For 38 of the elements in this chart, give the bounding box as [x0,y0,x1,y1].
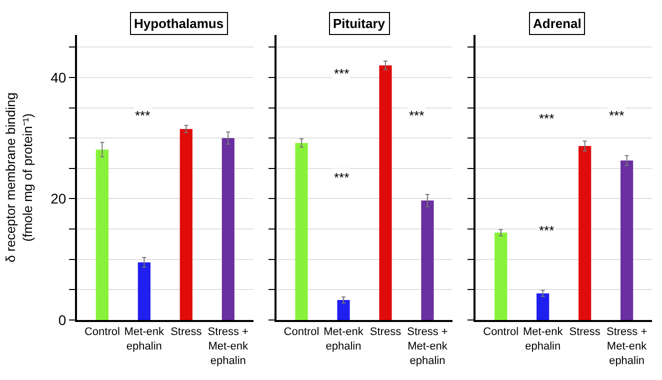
y-axis-title: δ receptor membrane binding (fmole mg of protein⁻¹) [3,92,36,262]
x-tick-label: Stress + Met-enk ephalin [606,326,648,367]
annotation: *** [409,108,424,123]
y-tick-label: 40 [50,69,66,86]
bar [96,150,108,320]
chart-title: Adrenal [533,16,582,31]
annotation: *** [539,223,554,238]
annotation: *** [334,66,350,81]
y-tick-label: 0 [58,312,66,328]
bar [180,128,192,320]
chart-title: Hypothalamus [134,16,224,31]
x-tick-label: Met-enk ephalin [324,326,364,352]
bar [295,142,308,320]
x-tick-label: Stress [370,326,402,338]
bar [494,232,508,320]
bar [222,138,234,320]
x-tick-label: Stress + Met-enk ephalin [407,326,448,367]
x-tick-label: Stress [170,326,202,338]
bar [421,200,434,320]
annotation: *** [334,170,350,185]
x-tick-label: Control [483,326,519,338]
x-tick-label: Control [284,326,320,338]
annotation: *** [609,108,624,123]
bar [536,293,550,320]
annotation: *** [539,111,554,126]
bar [620,160,634,320]
x-tick-label: Control [84,326,120,338]
x-tick-label: Met-enk ephalin [522,326,564,352]
bar [578,146,592,320]
x-tick-label: Stress [569,326,601,338]
annotation: *** [135,108,150,123]
x-tick-label: Met-enk ephalin [124,326,165,352]
x-tick-label: Stress + Met-enk ephalin [208,326,248,367]
chart-title: Pituitary [333,16,386,31]
bar [379,65,392,320]
bar [337,300,350,320]
bar [138,262,150,320]
y-tick-label: 20 [50,190,66,207]
